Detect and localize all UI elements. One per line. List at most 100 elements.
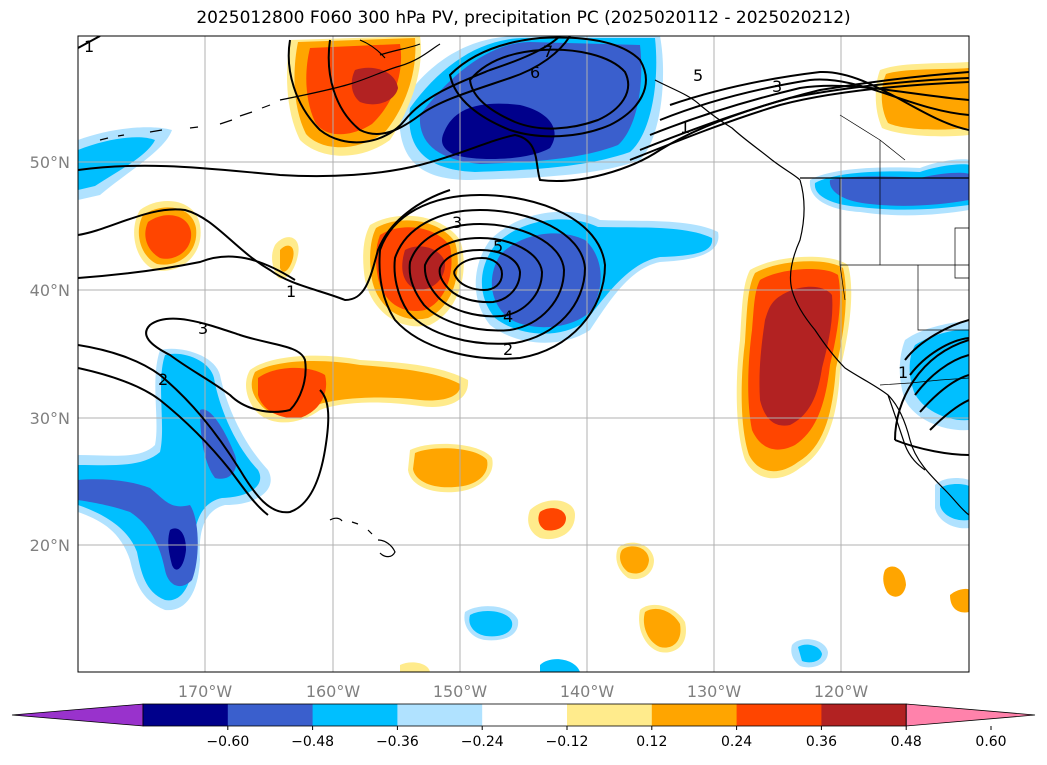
contour-label: 3: [198, 319, 208, 338]
lon-tick-label: 120°W: [814, 682, 869, 701]
pos-anomaly-small-g: [400, 662, 430, 672]
colorbar-segment: [821, 704, 907, 726]
pv-jet-2: [659, 78, 969, 121]
longitude-labels: 170°W 160°W 150°W 140°W 130°W 120°W: [178, 682, 869, 701]
coast-alaska-panhandle: [654, 79, 801, 181]
colorbar-segment: [143, 704, 229, 726]
border-states-1: [839, 178, 969, 331]
colorbar-frame: [142, 703, 907, 727]
colorbar-extend-max: [905, 703, 1036, 727]
neg-anomaly-north-us-strong: [829, 172, 969, 206]
contour-label: 5: [693, 66, 703, 85]
colorbar-segment: [397, 704, 483, 726]
colorbar-tick-label: 0.24: [721, 734, 752, 750]
pv-east-low-4: [919, 374, 969, 413]
pos-anomaly-small-164w-mid: [280, 245, 294, 272]
pv-loop-north-7: [448, 36, 647, 138]
coast-us-west: [789, 179, 969, 516]
coast-aleutians: [99, 104, 271, 141]
pv-low-ring-6: [453, 256, 504, 292]
pv-low-ring-1: [378, 193, 607, 360]
pv-east-low-2: [909, 337, 969, 376]
contour-label: 1: [84, 37, 94, 56]
colorbar-tick-label: −0.60: [206, 734, 249, 750]
pos-anomaly-small-a-mid: [538, 508, 566, 531]
pv-low-ring-4: [423, 236, 544, 318]
hawaii-islands: [329, 517, 396, 558]
map-title: 2025012800 F060 300 hPa PV, precipitatio…: [196, 8, 851, 28]
lon-tick-label: 150°W: [433, 682, 488, 701]
neg-anomaly-small-e: [540, 659, 580, 672]
colorbar-tick-label: 0.48: [891, 734, 922, 750]
pv-loop-north-6: [468, 48, 630, 130]
neg-anomaly-southwest-core: [168, 528, 186, 570]
contour-label: 7: [543, 42, 553, 61]
pv-north-ridge-1: [287, 36, 561, 144]
pos-anomaly-north-core: [351, 67, 398, 105]
map-panel: 1 7 6 5 3 1 3 5 4 2 1 3 2 1: [78, 36, 969, 672]
neg-anomaly-southwest-strong: [78, 479, 198, 587]
colorbar-segment: [567, 704, 653, 726]
neg-anomaly-west-50n-mid: [78, 137, 155, 190]
colorbar-tick-label: 0.12: [636, 734, 667, 750]
colorbar-tick-label: −0.48: [291, 734, 334, 750]
contour-label: 1: [286, 282, 296, 301]
lat-tick-label: 50°N: [30, 153, 70, 172]
pos-anomaly-band-33n-core: [258, 367, 327, 419]
contour-label: 5: [493, 237, 503, 256]
colorbar-tick-label: 0.36: [806, 734, 837, 750]
colorbar-segment: [312, 704, 398, 726]
pv-north-ridge-2: [327, 36, 571, 135]
colorbar-tick-label: 0.60: [975, 734, 1006, 750]
colorbar: −0.60 −0.48 −0.36 −0.24 −0.12 0.12 0.24 0.36 0.4…: [11, 703, 1036, 750]
contour-label: 2: [158, 370, 168, 389]
coast-alaska-south: [279, 43, 441, 101]
contour-label: 4: [503, 307, 513, 326]
contour-label: 3: [772, 77, 782, 96]
latitude-labels: 50°N 40°N 30°N 20°N: [30, 153, 70, 555]
neg-anomaly-east-35n-mid: [909, 329, 969, 421]
pv-contours: [78, 36, 969, 516]
colorbar-segment: [227, 704, 314, 726]
contour-label: 3: [452, 213, 462, 232]
pv-contour-north-big: [78, 71, 969, 182]
pos-anomaly-west-coast-core: [759, 286, 833, 426]
lat-tick-label: 40°N: [30, 281, 70, 300]
pv-contour-1-top-left: [78, 36, 101, 49]
map-frame: [77, 35, 970, 673]
pv-jet-3: [649, 84, 969, 136]
pv-contour-2-west: [78, 344, 330, 514]
colorbar-segment: [651, 704, 738, 726]
coastlines: [99, 39, 969, 558]
contour-label: 1: [898, 363, 908, 382]
neg-anomaly-small-d-mid: [469, 610, 513, 637]
neg-anomaly-southwest-mid: [78, 353, 261, 601]
colorbar-tick-label: −0.24: [461, 734, 504, 750]
pv-low-ring-2: [393, 208, 587, 345]
pv-contour-1-west: [78, 189, 451, 302]
pv-east-low-ring: [894, 339, 969, 456]
pv-east-low-5: [929, 399, 969, 431]
pos-anomaly-small-b-mid: [620, 546, 649, 574]
coast-alaska-top: [359, 39, 421, 59]
pos-anomaly-170w-core: [145, 215, 192, 259]
contour-label: 2: [503, 340, 513, 359]
lat-tick-label: 20°N: [30, 536, 70, 555]
contour-label: 1: [680, 118, 690, 137]
neg-anomaly-small-f-mid: [798, 644, 822, 663]
lat-tick-label: 30°N: [30, 409, 70, 428]
colorbar-tick-label: −0.36: [376, 734, 419, 750]
pos-anomaly-small-c-mid: [643, 608, 681, 648]
colorbar-segment: [482, 704, 568, 726]
pos-anomaly-small-i: [950, 588, 969, 613]
lon-tick-label: 170°W: [178, 682, 233, 701]
lon-tick-label: 140°W: [560, 682, 615, 701]
contour-labels: 1 7 6 5 3 1 3 5 4 2 1 3 2 1: [84, 37, 908, 389]
pv-jet-5: [629, 81, 969, 161]
lon-tick-label: 130°W: [687, 682, 742, 701]
pv-low-ring-3: [408, 222, 566, 332]
coast-baja: [887, 394, 926, 471]
pv-east-low-3: [914, 354, 969, 396]
contour-label: 6: [530, 63, 540, 82]
